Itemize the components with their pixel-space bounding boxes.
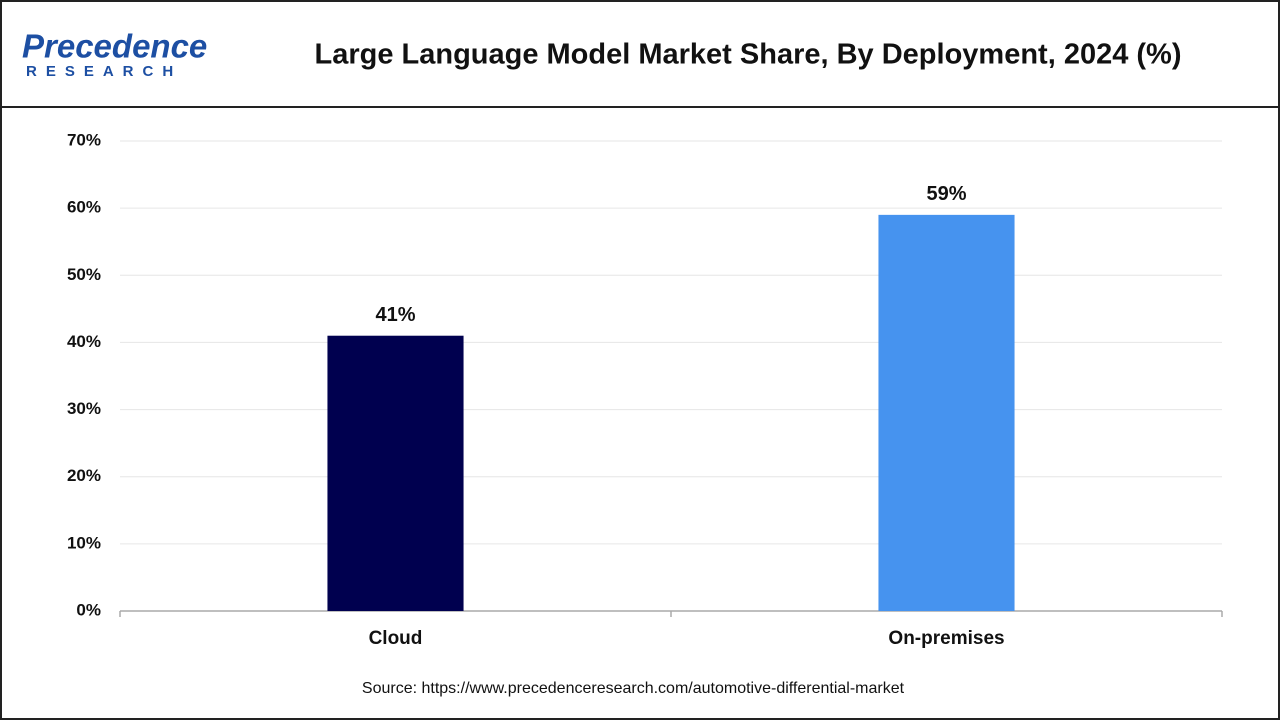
x-tick-label: Cloud — [369, 628, 423, 649]
y-tick-label: 70% — [67, 130, 101, 149]
bar — [327, 335, 464, 611]
source-note: Source: https://www.precedenceresearch.c… — [362, 680, 905, 697]
logo-tagline: RESEARCH — [26, 63, 182, 80]
value-label: 59% — [926, 183, 966, 205]
y-tick-label: 0% — [76, 600, 101, 619]
x-tick-label: On-premises — [888, 628, 1004, 649]
y-tick-label: 30% — [67, 399, 101, 418]
value-label: 41% — [375, 304, 415, 326]
logo-name: Precedence — [22, 28, 207, 65]
y-tick-label: 40% — [67, 332, 101, 351]
y-tick-label: 10% — [67, 533, 101, 552]
y-tick-label: 60% — [67, 198, 101, 217]
y-tick-label: 50% — [67, 265, 101, 284]
y-tick-label: 20% — [67, 466, 101, 485]
chart-title: Large Language Model Market Share, By De… — [314, 39, 1181, 71]
bar — [878, 214, 1015, 611]
